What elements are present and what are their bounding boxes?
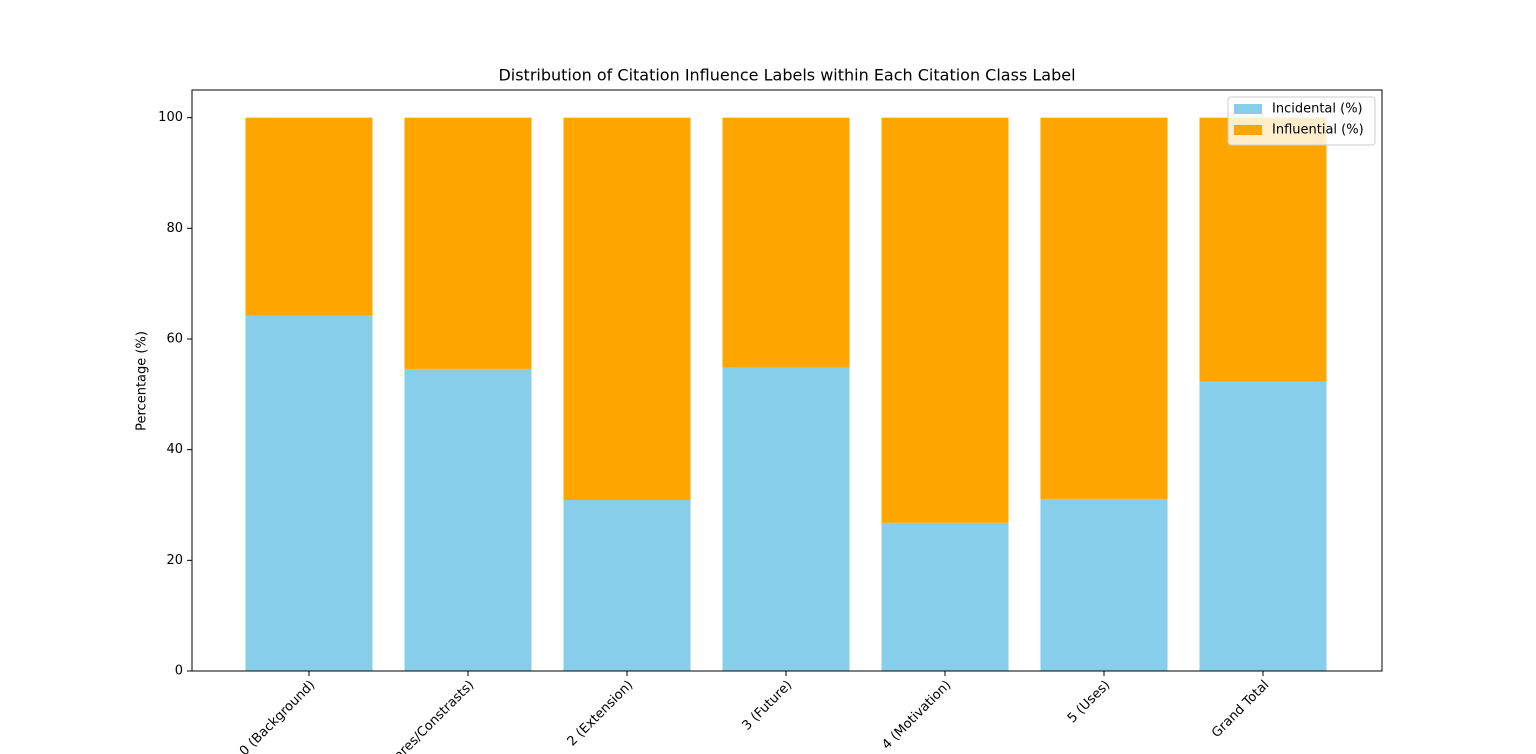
legend-label: Incidental (%) (1272, 102, 1363, 117)
legend-label: Influential (%) (1272, 123, 1364, 138)
legend-box (1227, 96, 1376, 146)
bar-segment (563, 500, 691, 671)
y-tick-label: 40 (166, 442, 183, 457)
bar-segment (1040, 117, 1168, 499)
y-tick-label: 100 (158, 110, 183, 125)
bar-segment (245, 315, 373, 671)
bar-segment (1199, 117, 1327, 382)
bar-segment (722, 367, 850, 671)
y-axis-label: Percentage (%) (135, 331, 150, 431)
bar-segment (881, 522, 1009, 671)
x-tick-label: Grand Total (1209, 678, 1272, 741)
legend-swatch (1234, 125, 1262, 135)
plot-frame (191, 89, 1383, 672)
y-tick-label: 0 (175, 664, 183, 679)
bar-segment (404, 117, 532, 369)
x-tick-label: 3 (Future) (739, 678, 795, 734)
bar-segment (881, 117, 1009, 523)
bar-segment (404, 368, 532, 671)
y-tick-label: 20 (166, 553, 183, 568)
y-tick-label: 80 (166, 221, 183, 236)
bar-segment (245, 117, 373, 316)
x-tick-label: 1 (Compares/Constrasts) (352, 678, 477, 754)
bar-segment (1040, 498, 1168, 671)
bar-segment (722, 117, 850, 368)
x-tick-label: 4 (Motivation) (879, 678, 954, 753)
x-tick-label: 5 (Uses) (1065, 678, 1114, 727)
bar-segment (563, 117, 691, 501)
x-tick-label: 2 (Extension) (565, 678, 637, 750)
bar-segment (1199, 381, 1327, 671)
y-tick-label: 60 (166, 332, 183, 347)
x-tick-label: 0 (Background) (237, 678, 318, 754)
chart-title: Distribution of Citation Influence Label… (498, 66, 1075, 85)
legend-swatch (1234, 104, 1262, 114)
